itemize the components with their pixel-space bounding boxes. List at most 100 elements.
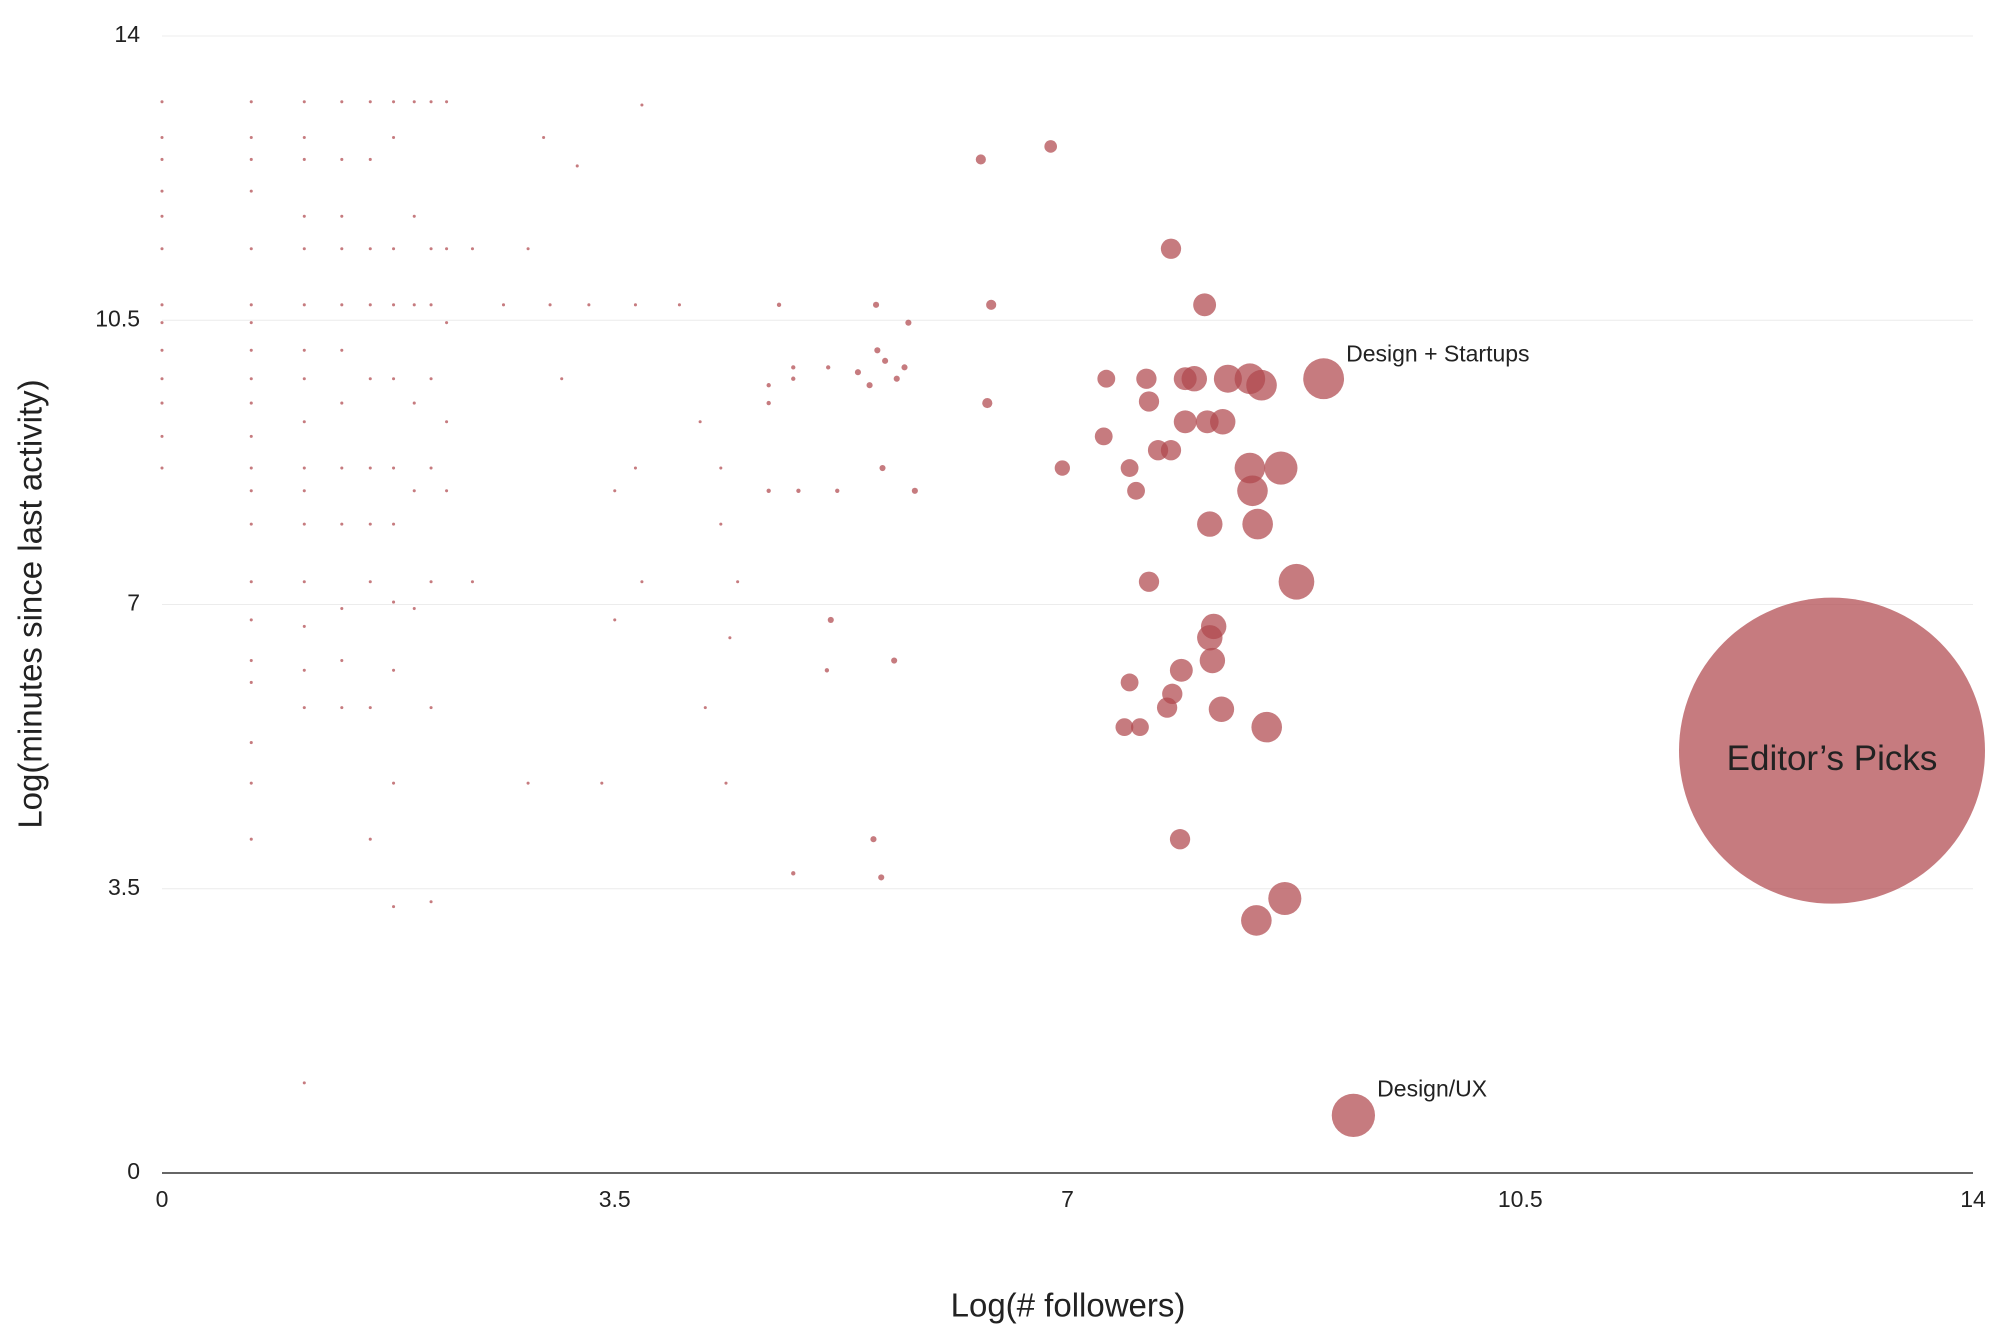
bubble (249, 247, 253, 251)
y-tick-label: 0 (127, 1158, 140, 1184)
bubble (340, 157, 344, 161)
bubble (340, 607, 344, 611)
bubble (901, 364, 908, 371)
bubble (719, 466, 723, 470)
bubble (429, 900, 433, 904)
bubble (1251, 711, 1283, 743)
bubble (766, 383, 771, 388)
bubble (368, 837, 372, 841)
bubble (1237, 475, 1268, 507)
bubble (249, 189, 253, 193)
bubble (368, 580, 372, 584)
bubble (874, 347, 881, 354)
bubble (392, 100, 396, 104)
bubble (526, 781, 530, 785)
bubble (429, 100, 433, 104)
x-tick-label: 14 (1960, 1186, 1986, 1212)
bubble (340, 659, 344, 663)
y-tick-label: 7 (127, 590, 140, 616)
bubble (1181, 366, 1207, 392)
bubble (796, 488, 801, 493)
bubble (302, 1081, 306, 1085)
bubble (249, 659, 253, 663)
bubble (392, 781, 396, 785)
bubble (1210, 409, 1236, 435)
bubble (1169, 658, 1193, 682)
bubble (1160, 440, 1182, 461)
bubble (302, 247, 306, 251)
bubble (340, 247, 344, 251)
bubble (728, 636, 732, 640)
bubble (575, 164, 579, 168)
bubble (302, 580, 306, 584)
bubble (445, 247, 449, 251)
bubble (302, 348, 306, 352)
annotation: Design/UX (1377, 1076, 1487, 1102)
bubble (905, 319, 912, 326)
x-tick-label: 3.5 (599, 1186, 631, 1212)
bubble (445, 489, 449, 493)
y-tick-label: 10.5 (95, 305, 140, 331)
bubble (302, 214, 306, 218)
bubble (412, 214, 416, 218)
bubble (824, 668, 830, 673)
bubble (249, 377, 253, 381)
bubble (633, 466, 637, 470)
bubble (1241, 905, 1272, 936)
bubble (412, 607, 416, 611)
bubble (1264, 451, 1298, 485)
bubble (429, 303, 433, 307)
bubble (249, 837, 253, 841)
x-tick-label: 0 (156, 1186, 169, 1212)
bubble (766, 488, 771, 493)
bubble (1331, 1093, 1376, 1137)
bubble (882, 357, 889, 364)
bubble (1213, 364, 1242, 393)
bubble (698, 420, 702, 424)
bubble (1268, 881, 1302, 916)
bubble (249, 489, 253, 493)
bubble (249, 303, 253, 307)
bubble (1193, 293, 1217, 317)
y-axis-title: Log(minutes since last activity) (12, 379, 49, 828)
bubble (835, 488, 840, 493)
bubble (160, 214, 164, 218)
bubble (412, 303, 416, 307)
bubble (160, 135, 164, 140)
bubble (1044, 140, 1057, 153)
bubble (249, 401, 253, 405)
bubble (1094, 427, 1113, 446)
bubble (368, 100, 372, 104)
bubble (791, 365, 796, 370)
bubble (1197, 625, 1223, 651)
bubble (302, 100, 306, 104)
bubble (911, 487, 918, 494)
bubble (368, 522, 372, 526)
annotation: Editor’s Picks (1727, 739, 1938, 778)
bubble (724, 781, 728, 785)
bubble (445, 420, 449, 424)
bubble (736, 580, 740, 584)
bubble (368, 247, 372, 251)
bubble (776, 302, 782, 307)
x-tick-label: 7 (1061, 1186, 1074, 1212)
bubble (302, 522, 306, 526)
bubble (613, 618, 617, 622)
bubble (392, 303, 396, 307)
bubble (160, 348, 164, 352)
bubble (677, 303, 681, 307)
bubble (445, 100, 449, 104)
bubble (340, 100, 344, 104)
bubble (392, 522, 396, 526)
bubble (1242, 508, 1273, 540)
bubble (1138, 391, 1160, 412)
bubble (548, 303, 552, 307)
bubble (392, 600, 396, 604)
bubble (429, 706, 433, 710)
bubble (249, 680, 253, 684)
bubble (766, 400, 771, 406)
bubble (879, 465, 886, 472)
bubble (368, 706, 372, 710)
bubble (878, 874, 885, 881)
